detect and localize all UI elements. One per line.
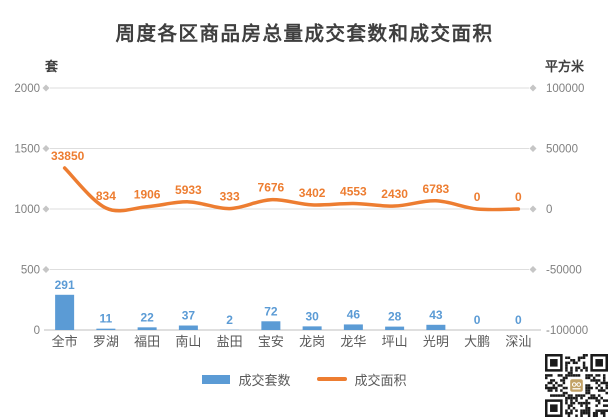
line-value-label: 1906 <box>134 188 161 202</box>
bar <box>261 321 281 330</box>
line-value-label: 0 <box>474 190 481 204</box>
category-label: 龙华 <box>340 334 366 349</box>
category-label: 龙岗 <box>299 334 325 349</box>
category-label: 坪山 <box>382 334 408 349</box>
bar-value-label: 37 <box>182 309 196 323</box>
legend-line-label[interactable]: 成交面积 <box>354 372 407 388</box>
right-axis-tick: -50000 <box>546 265 582 277</box>
category-label: 全市 <box>52 334 78 349</box>
line-value-label: 4553 <box>340 184 367 198</box>
left-axis-tick: 500 <box>21 265 40 277</box>
line-value-label: 0 <box>515 190 522 204</box>
bar <box>55 294 75 330</box>
line-value-label: 7676 <box>258 181 285 195</box>
bar <box>302 326 322 330</box>
legend-line-swatch-icon[interactable] <box>316 377 347 381</box>
right-axis-tick: -100000 <box>546 325 588 337</box>
category-label: 大鹏 <box>464 334 490 349</box>
line-series: 33850 834 1906 5933 333 7676 3402 4553 2430 6783 0… <box>51 149 522 213</box>
bar <box>343 324 363 330</box>
bar-value-label: 30 <box>305 309 319 323</box>
line-path <box>62 166 521 213</box>
right-axis-tick: 0 <box>546 204 552 216</box>
bar-value-label: 11 <box>100 312 113 326</box>
category-label: 盐田 <box>217 334 243 349</box>
bar <box>385 326 405 330</box>
legend: 成交套数 成交面积 <box>0 371 609 388</box>
qrcode-icon <box>545 354 608 417</box>
bar-value-label: 291 <box>55 278 75 292</box>
category-label: 深汕 <box>505 334 531 349</box>
category-label: 光明 <box>423 334 449 349</box>
category-label: 南山 <box>175 334 201 349</box>
line-value-label: 834 <box>96 189 116 203</box>
legend-bar-swatch-icon[interactable] <box>202 374 231 384</box>
left-axis-tick: 0 <box>34 325 40 337</box>
bar-value-label: 2 <box>226 313 233 327</box>
right-axis-tick: 50000 <box>546 144 578 156</box>
bar-value-label: 0 <box>474 313 481 327</box>
left-axis-tick: 1000 <box>14 204 40 216</box>
legend-bar-label[interactable]: 成交套数 <box>238 372 291 388</box>
bar-value-label: 0 <box>515 313 522 327</box>
category-label: 福田 <box>134 334 160 349</box>
bar-value-label: 72 <box>264 304 278 318</box>
category-axis: 全市 罗湖 福田 南山 盐田 宝安 龙岗 龙华 坪山 光明 大鹏 深汕 <box>52 334 532 349</box>
bar <box>137 327 157 330</box>
line-value-label: 33850 <box>51 149 85 163</box>
category-label: 宝安 <box>258 334 284 349</box>
line-value-label: 2430 <box>381 187 408 201</box>
chart-title: 周度各区商品房总量成交套数和成交面积 <box>115 23 494 45</box>
bar <box>178 325 198 330</box>
bar-series: 291 11 22 37 2 72 30 46 28 43 0 0 <box>55 278 522 330</box>
bar-value-label: 22 <box>140 310 154 324</box>
bar-value-label: 43 <box>429 308 443 322</box>
left-axis-tick: 1500 <box>14 144 40 156</box>
left-axis-tick: 2000 <box>14 83 40 95</box>
line-value-label: 5933 <box>175 183 202 197</box>
category-label: 罗湖 <box>93 334 119 349</box>
left-axis-unit-label: 套 <box>45 59 59 74</box>
bar <box>96 328 116 330</box>
line-value-label: 6783 <box>423 182 450 196</box>
line-value-label: 333 <box>220 190 240 204</box>
bar-value-label: 46 <box>347 307 361 321</box>
bar <box>426 324 446 330</box>
line-value-label: 3402 <box>299 186 326 200</box>
right-axis-unit-label: 平方米 <box>545 59 585 74</box>
right-axis-tick: 100000 <box>546 83 584 95</box>
bar-value-label: 28 <box>388 310 402 324</box>
